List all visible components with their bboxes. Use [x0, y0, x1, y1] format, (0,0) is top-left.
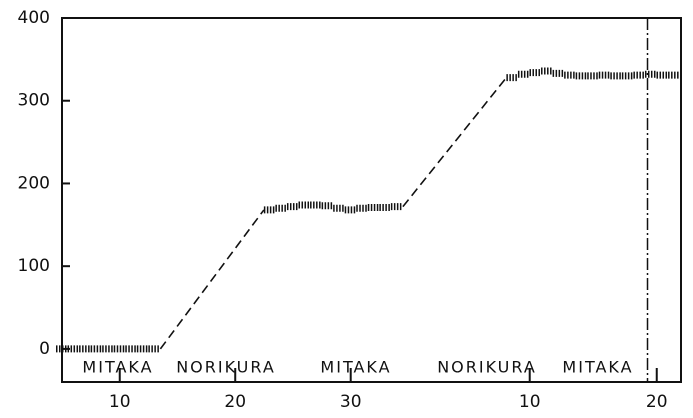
transition-line [159, 209, 265, 350]
site-label: MITAKA [320, 358, 391, 377]
y-tick-label: 300 [18, 91, 50, 111]
y-tick-label: 200 [18, 173, 50, 193]
x-tick-label: 20 [224, 392, 246, 412]
y-tick-label: 100 [18, 256, 50, 276]
x-tick-label: 20 [646, 392, 668, 412]
site-label: MITAKA [82, 358, 153, 377]
site-label: MITAKA [562, 358, 633, 377]
site-label: NORIKURA [437, 358, 537, 377]
plot-frame [61, 17, 682, 383]
x-tick-label: 30 [340, 392, 362, 412]
x-tick-label: 10 [519, 392, 541, 412]
x-tick-label: 10 [109, 392, 131, 412]
y-tick-label: 0 [39, 339, 50, 359]
transition-line [402, 77, 508, 208]
y-tick-label: 400 [18, 8, 50, 28]
site-label: NORIKURA [176, 358, 276, 377]
